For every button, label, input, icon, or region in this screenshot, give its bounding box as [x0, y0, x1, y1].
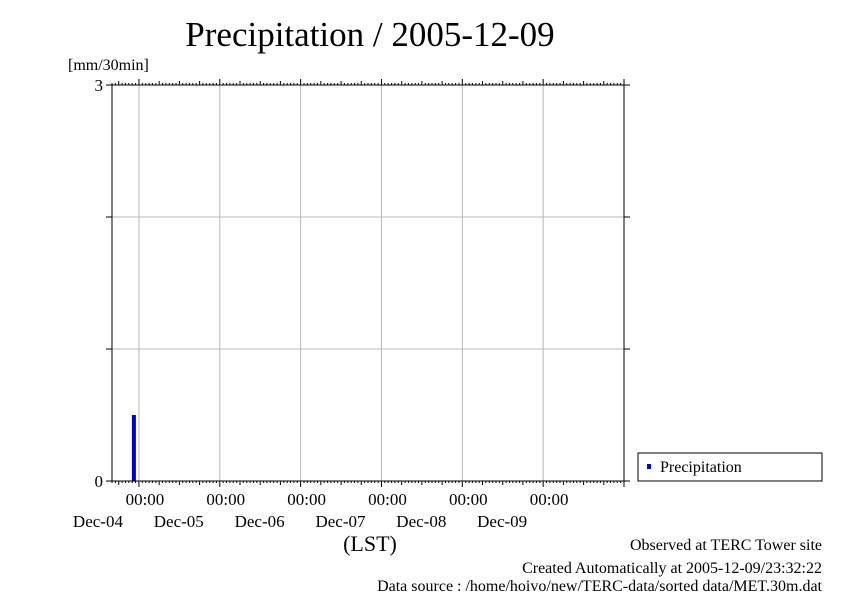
- y-tick-label: 3: [95, 76, 104, 95]
- footer-data-source: Data source : /home/hoivo/new/TERC-data/…: [377, 578, 822, 595]
- axis-tick-labels: 00:00Dec-0400:00Dec-0500:00Dec-0600:00De…: [73, 76, 569, 531]
- x-tick-time-label: 00:00: [206, 490, 245, 509]
- x-tick-time-label: 00:00: [287, 490, 326, 509]
- footer-creation-time: Created Automatically at 2005-12-09/23:3…: [522, 560, 822, 577]
- x-tick-time-label: 00:00: [368, 490, 407, 509]
- precipitation-bar: [131, 415, 136, 481]
- footer-observation-site: Observed at TERC Tower site: [630, 537, 822, 554]
- legend: Precipitation: [637, 452, 823, 482]
- y-axis-unit-label: [mm/30min]: [68, 57, 149, 74]
- x-tick-date-label: Dec-09: [477, 512, 527, 531]
- plot-frame: [111, 84, 625, 482]
- x-tick-date-label: Dec-05: [154, 512, 204, 531]
- legend-box: [637, 452, 823, 482]
- x-tick-date-label: Dec-07: [315, 512, 366, 531]
- x-tick-time-label: 00:00: [449, 490, 488, 509]
- x-tick-time-label: 00:00: [530, 490, 569, 509]
- grid-lines: [112, 84, 624, 482]
- y-tick-label: 0: [95, 472, 104, 491]
- legend-swatch: [647, 464, 651, 469]
- chart-title: Precipitation / 2005-12-09: [185, 15, 554, 54]
- x-tick-date-label: Dec-04: [73, 512, 124, 531]
- x-tick-date-label: Dec-06: [235, 512, 285, 531]
- axis-ticks: [106, 79, 630, 487]
- x-tick-date-label: Dec-08: [396, 512, 446, 531]
- legend-label: Precipitation: [660, 459, 742, 476]
- x-axis-label: (LST): [343, 531, 397, 556]
- data-bars: [131, 415, 136, 481]
- x-tick-time-label: 00:00: [126, 490, 165, 509]
